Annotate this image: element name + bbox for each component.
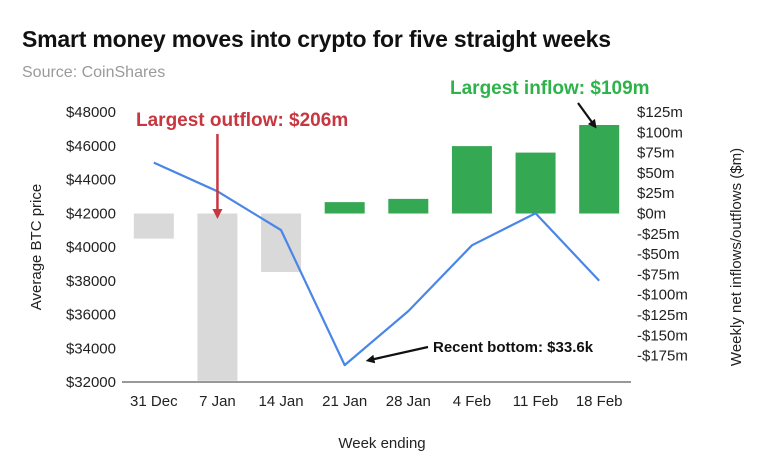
annotation-recent-bottom: Recent bottom: $33.6k [433,339,594,356]
bar-4-feb [451,146,492,214]
annotation-largest-inflow: Largest inflow: $109m [450,78,650,99]
right-tick-label: $125m [637,104,683,121]
right-tick-label: $0m [637,206,666,223]
right-tick-label: $50m [637,165,675,182]
right-tick-label: -$100m [637,287,688,304]
bar-21-jan [324,202,365,214]
left-tick-label: $40000 [66,239,116,256]
x-tick-label: 7 Jan [199,393,236,410]
left-tick-label: $46000 [66,138,116,155]
annotation-bottom-arrow [365,345,429,364]
left-tick-label: $36000 [66,307,116,324]
right-tick-label: $75m [637,145,675,162]
left-tick-label: $48000 [66,104,116,121]
right-tick-label: -$50m [637,246,680,263]
left-tick-label: $38000 [66,273,116,290]
x-tick-label: 21 Jan [322,393,367,410]
x-tick-label: 31 Dec [130,393,178,410]
left-axis-title: Average BTC price [28,184,45,310]
x-tick-label: 14 Jan [259,393,304,410]
left-tick-label: $44000 [66,172,116,189]
x-tick-label: 11 Feb [513,393,559,410]
right-tick-label: -$150m [637,327,688,344]
right-tick-label: $25m [637,185,675,202]
right-tick-label: -$125m [637,307,688,324]
annotation-inflow-arrow [577,102,597,129]
bar-28-jan [388,198,429,214]
x-axis-title: Week ending [338,435,425,452]
right-axis-title: Weekly net inflows/outflows ($m) [728,148,745,366]
right-tick-label: -$25m [637,226,680,243]
bar-31-dec [133,213,174,239]
x-tick-label: 4 Feb [453,393,491,410]
right-tick-label: -$175m [637,348,688,365]
right-tick-label: $100m [637,124,683,141]
annotation-largest-outflow: Largest outflow: $206m [136,110,348,131]
chart-title: Smart money moves into crypto for five s… [22,26,611,52]
chart-source: Source: CoinShares [22,64,166,81]
left-tick-label: $32000 [66,374,116,391]
left-tick-label: $42000 [66,205,116,222]
bar-18-feb [579,124,620,214]
bar-7-jan [197,213,238,381]
btc-price-line [153,161,600,367]
x-tick-label: 18 Feb [576,393,623,410]
x-tick-label: 28 Jan [386,393,431,410]
right-tick-label: -$75m [637,266,680,283]
bar-11-feb [515,152,556,214]
left-tick-label: $34000 [66,340,116,357]
